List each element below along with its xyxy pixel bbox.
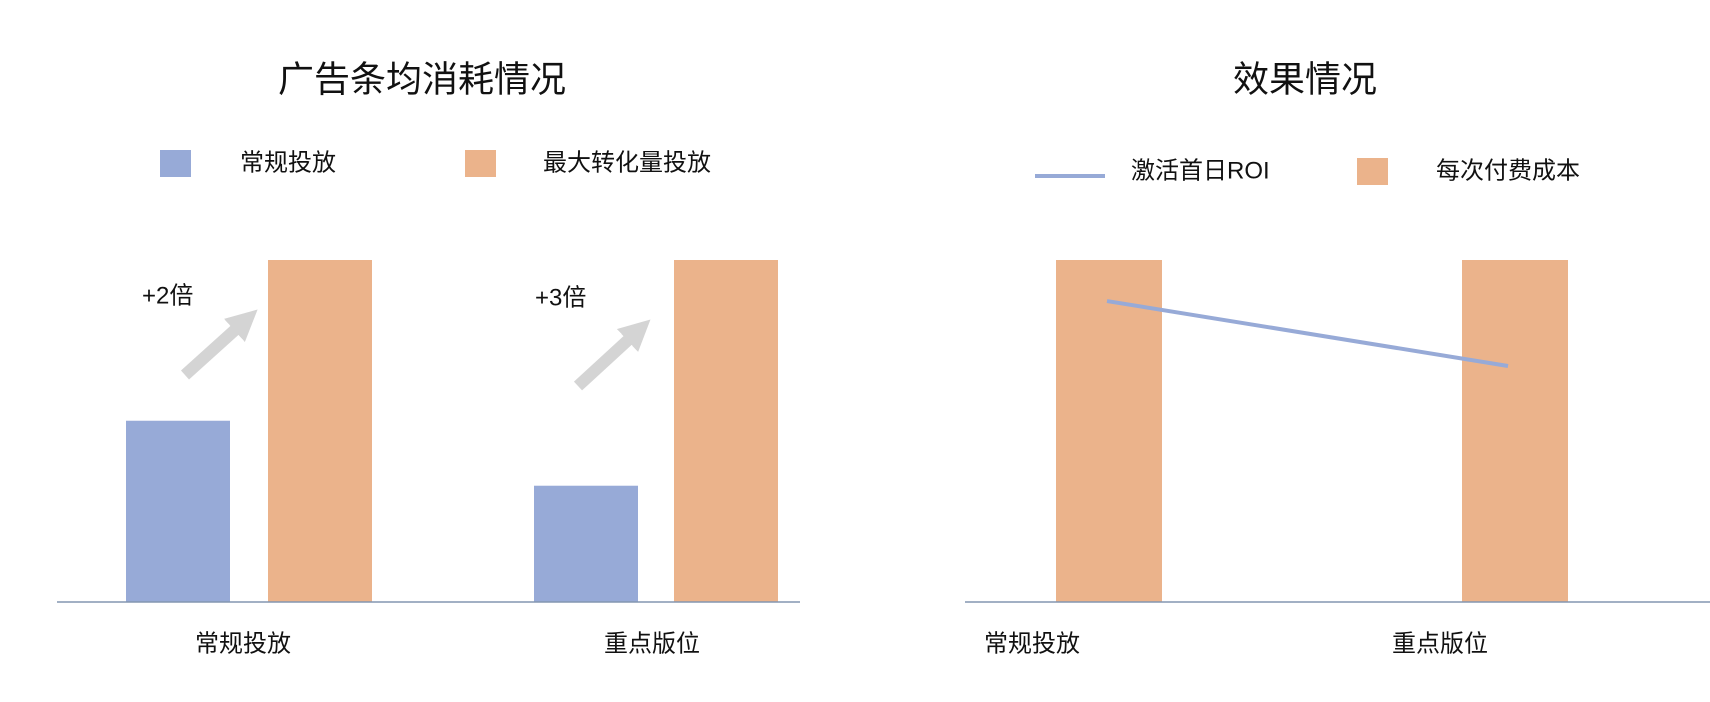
chart-title: 广告条均消耗情况 bbox=[278, 59, 566, 100]
x-tick-label: 常规投放 bbox=[195, 630, 291, 657]
arrow bbox=[573, 319, 651, 391]
x-tick-label: 常规投放 bbox=[984, 630, 1080, 657]
bar bbox=[1056, 260, 1162, 602]
annotation: +2倍 bbox=[142, 282, 193, 309]
annotation: +3倍 bbox=[535, 284, 586, 311]
chart-title: 效果情况 bbox=[1233, 59, 1377, 100]
legend-swatch bbox=[465, 150, 496, 177]
legend-label: 最大转化量投放 bbox=[543, 149, 711, 176]
arrow bbox=[180, 309, 258, 380]
legend-swatch bbox=[1357, 158, 1388, 185]
bar bbox=[126, 420, 230, 602]
bar bbox=[534, 485, 638, 602]
legend-label: 常规投放 bbox=[240, 149, 336, 176]
line bbox=[1106, 299, 1509, 368]
legend-label: 每次付费成本 bbox=[1436, 157, 1580, 184]
legend-swatch bbox=[160, 150, 191, 177]
x-tick-label: 重点版位 bbox=[604, 630, 700, 657]
bar bbox=[1462, 260, 1568, 602]
bar bbox=[674, 260, 778, 602]
legend-label: 激活首日ROI bbox=[1131, 157, 1270, 184]
x-tick-label: 重点版位 bbox=[1392, 630, 1488, 657]
bar bbox=[268, 260, 372, 602]
